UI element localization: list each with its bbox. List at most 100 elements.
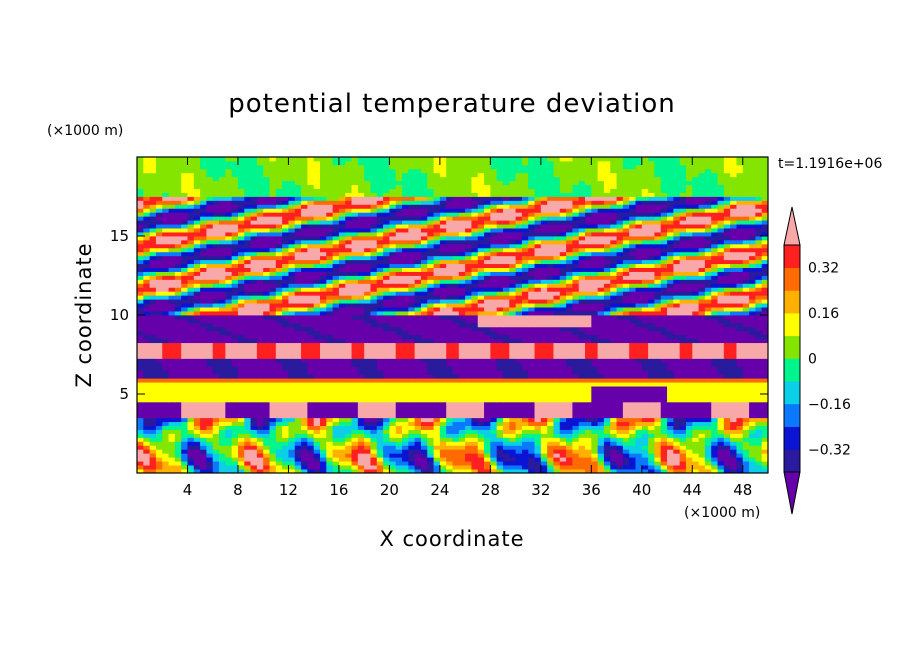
field-cell	[452, 303, 460, 308]
field-cell	[256, 390, 264, 395]
field-cell	[704, 342, 712, 347]
field-cell	[717, 295, 725, 300]
field-cell	[351, 433, 359, 438]
field-cell	[736, 287, 744, 292]
field-cell	[307, 318, 315, 324]
field-cell	[452, 425, 460, 430]
field-cell	[338, 465, 346, 470]
field-cell	[181, 449, 188, 454]
field-cell	[509, 370, 516, 375]
field-cell	[414, 322, 422, 328]
field-cell	[458, 390, 466, 395]
field-cell	[547, 401, 554, 407]
field-cell	[648, 386, 655, 391]
field-cell	[206, 334, 214, 340]
field-cell	[288, 441, 296, 446]
field-cell	[439, 318, 447, 324]
field-cell	[351, 425, 359, 430]
field-cell	[566, 409, 573, 415]
field-cell	[389, 342, 397, 347]
field-cell	[610, 465, 617, 470]
field-cell	[654, 291, 662, 296]
field-cell	[711, 437, 718, 442]
field-cell	[603, 283, 611, 288]
field-cell	[553, 295, 561, 300]
field-cell	[749, 362, 756, 367]
field-cell	[174, 350, 182, 355]
field-cell	[540, 334, 548, 340]
field-cell	[534, 354, 542, 359]
field-cell	[547, 311, 554, 316]
field-cell	[326, 405, 334, 411]
field-cell	[389, 417, 397, 423]
field-cell	[692, 318, 699, 324]
field-cell	[566, 445, 573, 450]
field-cell	[427, 275, 434, 280]
field-cell	[540, 465, 548, 470]
field-cell	[155, 362, 163, 367]
field-cell	[629, 354, 636, 359]
field-cell	[212, 401, 220, 407]
field-cell	[452, 326, 460, 332]
field-cell	[509, 311, 516, 316]
field-cell	[591, 370, 599, 375]
field-cell	[326, 330, 334, 336]
field-cell	[540, 405, 548, 411]
field-cell	[585, 330, 592, 336]
field-cell	[219, 318, 226, 324]
field-cell	[212, 433, 220, 438]
field-cell	[206, 457, 214, 462]
field-cell	[433, 401, 441, 407]
field-cell	[137, 461, 144, 466]
field-cell	[244, 366, 251, 371]
field-cell	[528, 421, 535, 426]
field-cell	[704, 295, 712, 300]
field-cell	[484, 409, 491, 415]
field-cell	[692, 457, 699, 462]
field-cell	[471, 449, 479, 454]
field-cell	[181, 425, 188, 430]
field-cell	[528, 413, 535, 419]
field-cell	[174, 303, 182, 308]
field-cell	[566, 283, 573, 288]
field-cell	[301, 390, 308, 395]
field-cell	[528, 315, 535, 320]
field-cell	[654, 307, 662, 312]
field-cell	[730, 346, 737, 351]
field-cell	[307, 370, 315, 375]
field-cell	[629, 307, 636, 312]
field-cell	[149, 275, 157, 280]
field-cell	[288, 299, 296, 304]
field-cell	[345, 330, 352, 336]
field-cell	[730, 303, 737, 308]
field-cell	[149, 362, 157, 367]
field-cell	[143, 445, 151, 450]
field-cell	[307, 350, 315, 355]
field-cell	[383, 390, 390, 395]
field-cell	[200, 366, 207, 371]
field-cell	[692, 429, 699, 434]
field-cell	[521, 350, 529, 355]
field-cell	[622, 326, 630, 332]
field-cell	[553, 334, 561, 340]
field-cell	[357, 295, 365, 300]
field-cell	[484, 465, 491, 470]
field-cell	[660, 322, 668, 328]
field-cell	[370, 299, 378, 304]
field-cell	[427, 386, 434, 391]
field-cell	[685, 461, 693, 466]
field-cell	[685, 322, 693, 328]
field-cell	[679, 421, 687, 426]
field-cell	[477, 457, 485, 462]
field-cell	[168, 354, 176, 359]
field-cell	[364, 283, 371, 288]
field-cell	[553, 279, 561, 284]
field-cell	[660, 457, 668, 462]
field-cell	[648, 445, 655, 450]
field-cell	[174, 386, 182, 391]
field-cell	[736, 409, 744, 415]
field-cell	[149, 311, 157, 316]
field-cell	[301, 311, 308, 316]
field-cell	[345, 437, 352, 442]
field-cell	[679, 311, 687, 316]
